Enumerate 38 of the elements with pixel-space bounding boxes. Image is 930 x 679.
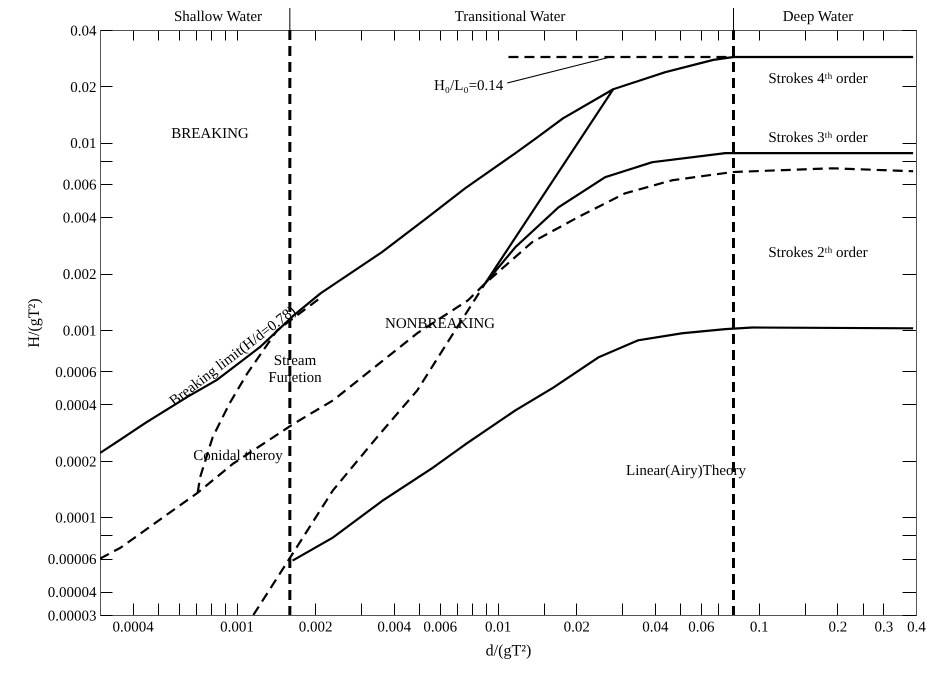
y-tick-label: 0.02: [70, 80, 96, 96]
annotation: BREAKING: [171, 126, 249, 142]
y-tick-label: 0.001: [62, 323, 96, 340]
text: Deep Water: [782, 9, 854, 25]
annotation: Strokes 3ᵗʰ order: [768, 130, 868, 146]
x-tick-label: 0.0004: [112, 620, 154, 636]
x-tick-label: 0.006: [423, 620, 458, 636]
x-tick-label: 0.06: [688, 620, 715, 636]
x-tick-label: 0.01: [485, 620, 512, 636]
x-tick-label: 0.002: [298, 620, 333, 636]
y-tick-label: 0.0006: [55, 364, 97, 381]
y-tick-label: 0.0001: [55, 510, 96, 527]
x-tick-label: 0.04: [642, 620, 669, 636]
y-tick-label: 0.04: [70, 24, 97, 40]
y-tick-label: 0.0002: [55, 454, 96, 470]
x-tick-label: 0.3: [874, 620, 894, 636]
y-tick-label: 0.00003: [48, 608, 96, 624]
annotation: Linear(Airy)Theory: [626, 463, 746, 479]
x-tick-label: 0.1: [750, 620, 769, 636]
y-axis-title: H/(gT²): [26, 298, 43, 348]
y-tick-label: 0.0004: [55, 398, 97, 414]
x-tick-label: 0.4: [907, 620, 926, 636]
text: Transitional Water: [454, 9, 566, 25]
y-tick-label: 0.002: [62, 267, 96, 284]
x-axis-title: d/(gT²): [486, 642, 532, 660]
y-tick-label: 0.00006: [48, 552, 97, 568]
x-tick-label: 0.004: [377, 620, 412, 636]
x-tick-label: 0.02: [564, 620, 590, 636]
y-tick-label: 0.00004: [48, 585, 97, 602]
x-tick-label: 0.001: [220, 620, 254, 636]
annotation: H₀/L₀=0.14: [434, 78, 504, 94]
y-tick-label: 0.01: [70, 136, 96, 152]
y-tick-label: 0.006: [62, 178, 97, 194]
x-tick-label: 0.2: [828, 620, 848, 636]
annotation: Strokes 4ᵗʰ order: [768, 71, 868, 87]
text: Shallow Water: [174, 9, 262, 25]
annotation: Strokes 2ᵗʰ order: [768, 245, 868, 261]
y-tick-label: 0.004: [62, 210, 97, 227]
